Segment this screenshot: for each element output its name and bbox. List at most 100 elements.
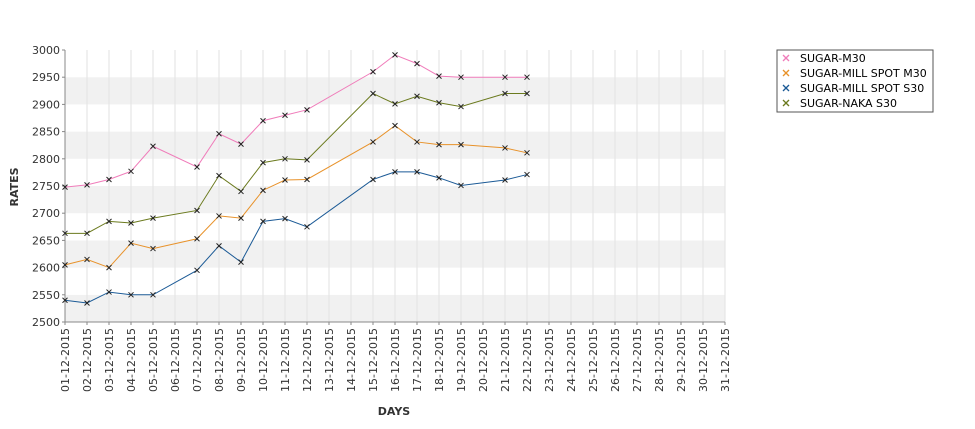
x-tick-label: 04-12-2015: [125, 328, 138, 392]
data-point: [392, 101, 398, 107]
data-point: [282, 155, 288, 162]
legend-label: SUGAR-MILL SPOT M30: [800, 67, 927, 80]
data-point: [62, 184, 68, 190]
data-point: [392, 122, 398, 129]
data-point: [106, 264, 112, 271]
x-tick-label: 22-12-2015: [521, 328, 534, 392]
data-point: [414, 93, 420, 100]
data-point: [216, 242, 222, 249]
data-point: [414, 139, 420, 145]
series-line: [64, 54, 527, 188]
data-point: [392, 52, 398, 58]
x-tick-label: 13-12-2015: [323, 328, 336, 392]
data-point: [524, 74, 530, 81]
legend-marker-icon: [782, 84, 790, 92]
data-point: [524, 171, 530, 178]
x-tick-label: 27-12-2015: [631, 328, 644, 392]
series-2: [62, 122, 530, 271]
data-point: [282, 177, 288, 183]
data-point: [106, 176, 112, 183]
y-tick-label: 3000: [32, 44, 60, 57]
data-point: [128, 291, 134, 298]
data-point: [282, 215, 288, 222]
data-point: [304, 223, 310, 230]
data-point: [436, 73, 442, 79]
data-point: [84, 300, 90, 306]
data-point: [304, 106, 310, 113]
data-point: [260, 117, 266, 124]
data-point: [458, 182, 464, 189]
y-tick-label: 2700: [32, 207, 60, 220]
data-point: [128, 240, 134, 246]
x-tick-label: 01-12-2015: [59, 328, 72, 392]
y-tick-label: 2550: [32, 289, 60, 302]
x-tick-label: 20-12-2015: [477, 328, 490, 392]
data-point: [502, 90, 508, 97]
data-point: [304, 176, 310, 183]
x-tick-label: 02-12-2015: [81, 328, 94, 392]
series-4: [62, 90, 530, 237]
x-tick-label: 26-12-2015: [609, 328, 622, 392]
data-point: [370, 176, 376, 183]
data-point: [304, 157, 310, 163]
data-point: [238, 215, 244, 221]
data-point: [260, 187, 266, 194]
data-point: [216, 130, 222, 137]
data-point: [502, 74, 508, 81]
series-group: [62, 52, 530, 306]
data-point: [436, 99, 442, 106]
series-line: [65, 92, 527, 234]
y-axis-ticks: 2500 2550 2600 2650 2700 2750 2800 2850 2900 2950…: [32, 44, 65, 329]
x-tick-label: 03-12-2015: [103, 328, 116, 392]
data-point: [84, 256, 90, 263]
y-tick-label: 2850: [32, 126, 60, 139]
data-point: [524, 149, 530, 156]
data-point: [282, 112, 288, 119]
x-tick-label: 15-12-2015: [367, 328, 380, 392]
y-axis-title: RATES: [8, 167, 21, 206]
x-tick-label: 05-12-2015: [147, 328, 160, 392]
data-point: [150, 215, 156, 221]
x-tick-label: 09-12-2015: [235, 328, 248, 392]
series-line: [64, 171, 528, 304]
data-point: [194, 207, 200, 214]
x-tick-label: 07-12-2015: [191, 328, 204, 392]
data-point: [194, 267, 200, 274]
x-tick-label: 19-12-2015: [455, 328, 468, 392]
data-point: [370, 90, 376, 97]
data-point: [414, 60, 420, 67]
data-point: [62, 262, 68, 268]
legend-marker-icon: [782, 69, 790, 77]
data-point: [524, 90, 530, 97]
x-tick-label: 24-12-2015: [565, 328, 578, 392]
legend-label: SUGAR-MILL SPOT S30: [800, 82, 924, 95]
data-point: [260, 218, 266, 225]
series-1: [62, 52, 530, 190]
y-tick-label: 2750: [32, 180, 60, 193]
data-point: [238, 141, 244, 147]
x-tick-label: 12-12-2015: [301, 328, 314, 392]
x-tick-label: 18-12-2015: [433, 328, 446, 392]
x-tick-label: 11-12-2015: [279, 328, 292, 392]
x-axis-title: DAYS: [378, 405, 411, 418]
x-tick-label: 29-12-2015: [675, 328, 688, 392]
y-tick-label: 2950: [32, 71, 60, 84]
legend: SUGAR-M30 SUGAR-MILL SPOT M30 SUGAR-MILL S…: [776, 49, 934, 113]
y-tick-label: 2900: [32, 98, 60, 111]
data-point: [370, 139, 376, 145]
x-tick-label: 17-12-2015: [411, 328, 424, 392]
data-point: [370, 68, 376, 75]
data-point: [458, 103, 464, 110]
y-tick-label: 2500: [32, 316, 60, 329]
data-point: [128, 220, 134, 226]
x-tick-label: 23-12-2015: [543, 328, 556, 392]
x-tick-label: 06-12-2015: [169, 328, 182, 392]
data-point: [150, 291, 156, 298]
data-point: [502, 177, 508, 183]
data-point: [194, 164, 200, 170]
data-point: [62, 230, 68, 237]
x-tick-label: 28-12-2015: [653, 328, 666, 392]
x-tick-label: 31-12-2015: [719, 328, 732, 392]
x-tick-label: 08-12-2015: [213, 328, 226, 392]
